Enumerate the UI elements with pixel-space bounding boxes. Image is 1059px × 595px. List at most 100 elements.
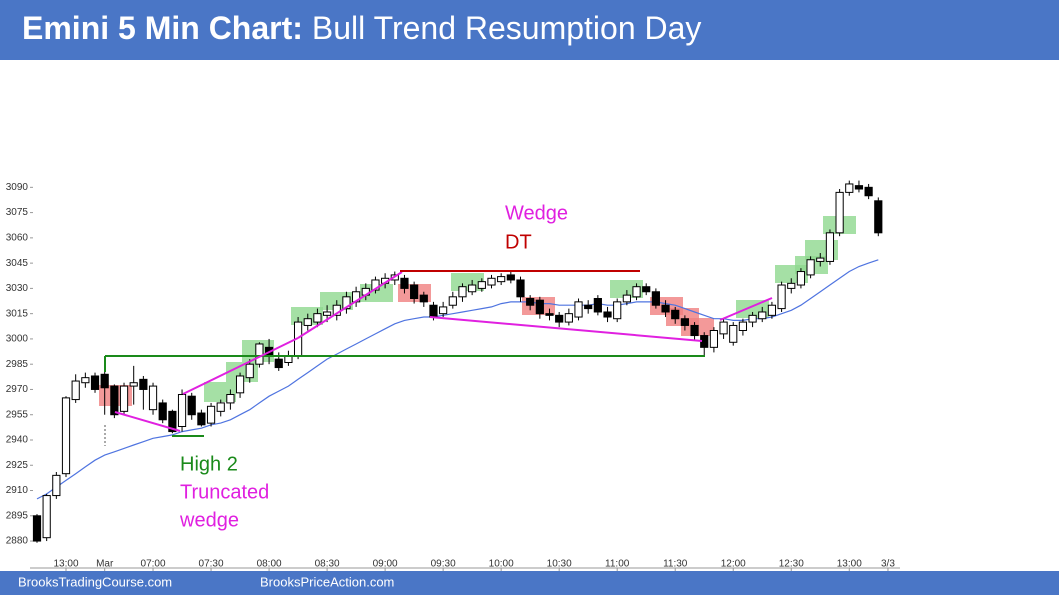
candle-body: [516, 279, 525, 298]
candle-body: [535, 299, 544, 315]
candle-body: [216, 402, 225, 412]
candle-body: [226, 394, 235, 404]
x-tick-label: 13:00: [53, 559, 78, 570]
header-bar: [0, 0, 1059, 60]
y-tick-label: 2880: [6, 536, 29, 547]
title-rest: Bull Trend Resumption Day: [312, 10, 702, 46]
x-tick-label: 08:00: [257, 559, 282, 570]
trend-lines: [104, 270, 773, 446]
candle-body: [206, 405, 216, 424]
candle-body: [158, 402, 167, 421]
candle-body: [845, 183, 854, 193]
candle-body: [100, 373, 109, 389]
y-tick-label: 2985: [6, 359, 29, 370]
candle-body: [806, 259, 815, 276]
candle-body: [709, 330, 718, 348]
wedge-line: [429, 316, 703, 342]
x-tick-label: 09:30: [431, 559, 456, 570]
x-tick-label: 3/3: [881, 559, 895, 570]
x-tick-label: 11:30: [663, 559, 688, 570]
candle-body: [777, 284, 786, 310]
candle-body: [274, 358, 283, 369]
wedge-line: [182, 337, 299, 395]
wedge-line: [114, 411, 181, 432]
candle-body: [371, 279, 380, 291]
y-tick-label: 2910: [6, 485, 29, 496]
x-tick-label: 07:00: [141, 559, 166, 570]
candle-body: [574, 301, 583, 318]
candle-body: [342, 296, 351, 310]
candle-body: [622, 294, 631, 303]
candle-body: [564, 313, 573, 323]
title-bold: Emini 5 Min Chart:: [22, 10, 303, 46]
wedge-line: [719, 297, 773, 321]
annotation: DT: [505, 231, 532, 253]
candle-body: [651, 291, 660, 306]
candle-body: [738, 321, 748, 332]
candle-body: [197, 412, 206, 426]
candle-body: [748, 314, 757, 323]
y-tick-label: 2970: [6, 384, 29, 395]
candle-body: [177, 394, 187, 428]
candle-body: [323, 311, 332, 316]
candle-body: [487, 277, 496, 286]
candle-body: [303, 318, 312, 326]
candle-body: [825, 232, 835, 262]
y-tick-label: 2925: [6, 460, 29, 471]
candle-body: [42, 495, 51, 539]
plot: 2880 2895 2910 2925 2940 2955 2970 2985 3000 3015…: [6, 180, 895, 571]
candle-body: [767, 304, 777, 316]
y-tick-label: 2955: [6, 409, 29, 420]
x-tick-label: 07:30: [199, 559, 224, 570]
candle-body: [497, 276, 506, 283]
candle-body: [584, 304, 593, 310]
candle-body: [313, 313, 322, 323]
x-tick-label: 11:00: [605, 559, 630, 570]
candle-body: [632, 286, 641, 298]
footer-text: BrooksTradingCourse.com: [18, 574, 172, 589]
x-tick-label: 08:30: [315, 559, 340, 570]
candle-body: [642, 286, 651, 293]
candle-body: [255, 343, 264, 365]
candle-body: [680, 318, 689, 326]
candle-body: [81, 377, 90, 384]
x-tick-label: 13:00: [837, 559, 862, 570]
candle-body: [671, 309, 680, 320]
candle-body: [545, 313, 554, 316]
y-tick-label: 3030: [6, 283, 29, 294]
candle-body: [787, 282, 796, 289]
annotation: Truncated: [180, 481, 269, 503]
y-tick-label: 3000: [6, 334, 29, 345]
candle-body: [429, 304, 438, 318]
annotation: wedge: [179, 509, 239, 531]
candle-body: [555, 314, 564, 323]
candle-body: [61, 397, 71, 475]
footer-bar: [0, 571, 1059, 595]
candle-body: [71, 380, 80, 401]
candle-body: [419, 294, 428, 303]
candle-body: [187, 395, 196, 416]
candle-body: [90, 375, 100, 390]
candle-body: [864, 186, 873, 197]
candle-body: [439, 306, 448, 315]
candle-body: [690, 324, 699, 337]
candle-body: [400, 277, 409, 289]
y-tick-label: 2895: [6, 510, 29, 521]
y-tick-label: 3045: [6, 258, 29, 269]
y-tick-label: 3015: [6, 308, 29, 319]
x-tick-label: 10:00: [489, 559, 514, 570]
candle-body: [506, 274, 515, 281]
candle-body: [835, 191, 844, 234]
x-tick-label: 09:00: [373, 559, 398, 570]
wedge-line: [297, 271, 403, 339]
candle-body: [477, 281, 486, 289]
footer-text: BrooksPriceAction.com: [260, 574, 394, 589]
candle-body: [729, 324, 738, 343]
x-tick-label: 12:30: [779, 559, 804, 570]
candle-body: [148, 385, 158, 411]
title: Emini 5 Min Chart: Bull Trend Resumption …: [22, 10, 701, 46]
annotation: Wedge: [505, 202, 568, 224]
annotation: High 2: [180, 453, 238, 475]
